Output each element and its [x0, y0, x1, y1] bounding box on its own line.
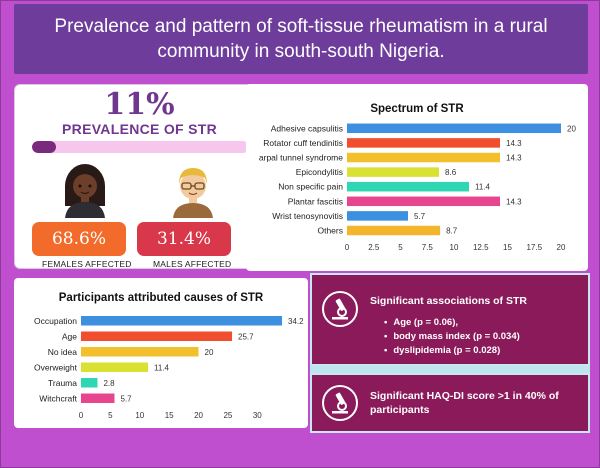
spectrum-bar: [347, 167, 440, 177]
spectrum-chart: Spectrum of STR Adhesive capsulitis 20 Rota…: [259, 103, 577, 252]
causes-category-label: Age: [62, 331, 77, 341]
spectrum-value-label: 14.3: [506, 197, 522, 206]
females-affected-value: 68.6%: [32, 222, 126, 256]
list-item: Age (p = 0.06),: [384, 316, 520, 330]
spectrum-category-label: Non specific pain: [278, 182, 343, 192]
divider: [310, 366, 590, 373]
females-affected-caption: FEMALES AFFECTED: [42, 259, 132, 269]
causes-value-label: 20: [205, 348, 214, 357]
spectrum-bar: [347, 138, 501, 148]
spectrum-category-label: Others: [317, 226, 343, 236]
causes-tick-label: 30: [253, 411, 262, 420]
causes-category-label: Overweight: [34, 362, 78, 372]
spectrum-tick-label: 15: [503, 243, 512, 252]
spectrum-tick-label: 10: [450, 243, 459, 252]
causes-tick-label: 5: [108, 411, 113, 420]
causes-bar: [81, 316, 282, 326]
causes-value-label: 34.2: [288, 317, 304, 326]
causes-value-label: 25.7: [238, 332, 254, 341]
list-item: body mass index (p = 0.034): [384, 330, 519, 344]
spectrum-category-label: Adhesive capsulitis: [271, 123, 343, 133]
causes-bar: [81, 362, 148, 372]
spectrum-bar: [347, 225, 441, 236]
spectrum-bar: [347, 196, 501, 207]
causes-tick-label: 20: [194, 411, 203, 420]
spectrum-category-label: Epicondylitis: [296, 167, 343, 177]
causes-chart: Participants attributed causes of STR Occ…: [34, 292, 304, 420]
associations-title: Significant associations of STR: [370, 295, 527, 307]
spectrum-category-label: Rotator cuff tendinitis: [263, 138, 343, 148]
spectrum-value-label: 20: [567, 124, 576, 133]
spectrum-tick-label: 20: [557, 243, 566, 252]
causes-chart-panel: Participants attributed causes of STR Occ…: [14, 278, 308, 428]
prevalence-panel: 11% PREVALENCE OF STR 68.6% F: [14, 84, 265, 269]
prevalence-label: PREVALENCE OF STR: [62, 121, 217, 137]
spectrum-value-label: 14.3: [506, 154, 522, 163]
spectrum-chart-panel: Spectrum of STR Adhesive capsulitis 20 Rota…: [246, 84, 588, 271]
spectrum-tick-label: 2.5: [368, 243, 380, 252]
causes-tick-label: 10: [135, 411, 144, 420]
spectrum-tick-label: 12.5: [473, 243, 489, 252]
spectrum-tick-label: 5: [398, 243, 403, 252]
spectrum-chart-title: Spectrum of STR: [370, 103, 464, 115]
causes-tick-label: 0: [79, 411, 84, 420]
spectrum-tick-label: 7.5: [422, 243, 434, 252]
spectrum-bar: [347, 123, 561, 134]
causes-chart-title: Participants attributed causes of STR: [59, 292, 264, 304]
prevalence-progress-fill: [32, 141, 56, 153]
microscope-icon: [322, 385, 358, 421]
causes-bar: [81, 378, 98, 388]
spectrum-value-label: 5.7: [414, 212, 426, 221]
causes-bar: [81, 347, 199, 357]
causes-category-label: Occupation: [34, 316, 77, 326]
associations-panel: Significant associations of STR Age (p =…: [310, 273, 590, 366]
prevalence-progress-bar: [32, 141, 249, 153]
causes-bar: [81, 331, 233, 341]
spectrum-value-label: 8.6: [445, 168, 457, 177]
spectrum-value-label: 14.3: [506, 139, 522, 148]
causes-category-label: Trauma: [48, 378, 77, 388]
causes-category-label: No idea: [48, 347, 78, 357]
spectrum-value-label: 8.7: [446, 227, 458, 236]
causes-category-label: Witchcraft: [39, 393, 77, 403]
microscope-icon: [322, 291, 358, 327]
causes-bar: [81, 393, 115, 403]
haq-text: Significant HAQ-DI score >1 in 40% of pa…: [370, 390, 559, 416]
page-title: Prevalence and pattern of soft-tissue rh…: [14, 4, 588, 74]
spectrum-bar: [347, 152, 501, 163]
spectrum-category-label: Plantar fascitis: [288, 196, 343, 206]
female-avatar-icon: [65, 164, 105, 218]
males-affected-value: 31.4%: [137, 222, 231, 256]
spectrum-bar: [347, 211, 408, 221]
spectrum-bar: [347, 181, 469, 192]
causes-tick-label: 25: [223, 411, 232, 420]
males-affected-caption: MALES AFFECTED: [153, 259, 232, 269]
associations-list: Age (p = 0.06), body mass index (p = 0.0…: [384, 316, 520, 358]
prevalence-percent: 11%: [104, 87, 175, 122]
spectrum-value-label: 11.4: [475, 183, 491, 192]
haq-panel: Significant HAQ-DI score >1 in 40% of pa…: [310, 373, 590, 433]
spectrum-category-label: arpal tunnel syndrome: [259, 153, 343, 163]
causes-value-label: 5.7: [121, 394, 133, 403]
causes-value-label: 11.4: [154, 363, 170, 372]
spectrum-tick-label: 0: [345, 243, 350, 252]
spectrum-category-label: Wrist tenosynovitis: [272, 211, 343, 221]
male-avatar-icon: [173, 168, 213, 218]
spectrum-tick-label: 17.5: [526, 243, 542, 252]
list-item: dyslipidemia (p = 0.028): [384, 344, 520, 358]
causes-tick-label: 15: [165, 411, 174, 420]
causes-value-label: 2.8: [103, 379, 115, 388]
